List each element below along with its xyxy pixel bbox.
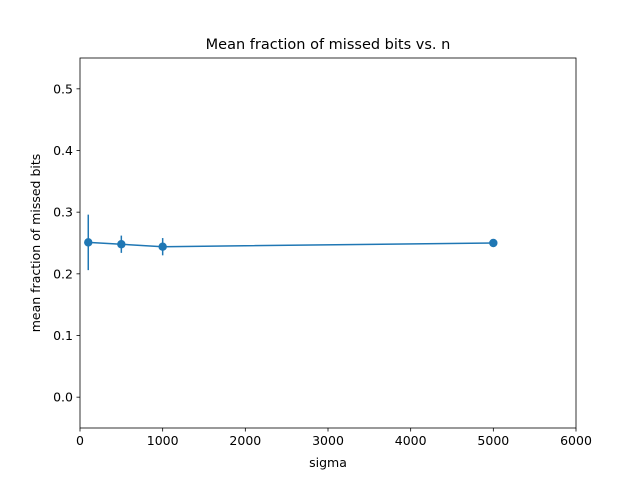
x-tick-label: 3000 [312,433,344,448]
y-tick-label: 0.2 [53,266,73,281]
x-tick-label: 1000 [147,433,179,448]
y-axis-ticks: 0.0 0.1 0.2 0.3 0.4 0.5 [53,81,80,405]
x-tick-label: 4000 [395,433,427,448]
x-axis-ticks: 0 1000 2000 3000 4000 5000 6000 [76,428,592,448]
y-tick-label: 0.0 [53,390,73,405]
data-point [84,238,93,247]
y-tick-label: 0.4 [53,143,73,158]
y-tick-label: 0.1 [53,328,73,343]
x-tick-label: 5000 [477,433,509,448]
plot-layer [84,214,498,271]
y-axis-label: mean fraction of missed bits [28,154,43,333]
y-tick-label: 0.3 [53,205,73,220]
series-line [88,241,494,248]
data-point [117,240,126,249]
y-tick-label: 0.5 [53,81,73,96]
x-axis-label: sigma [309,455,347,470]
chart-title: Mean fraction of missed bits vs. n [206,37,451,53]
data-point [158,242,167,251]
x-tick-label: 6000 [560,433,592,448]
x-tick-label: 0 [76,433,84,448]
data-point [489,238,498,248]
x-tick-label: 2000 [229,433,261,448]
